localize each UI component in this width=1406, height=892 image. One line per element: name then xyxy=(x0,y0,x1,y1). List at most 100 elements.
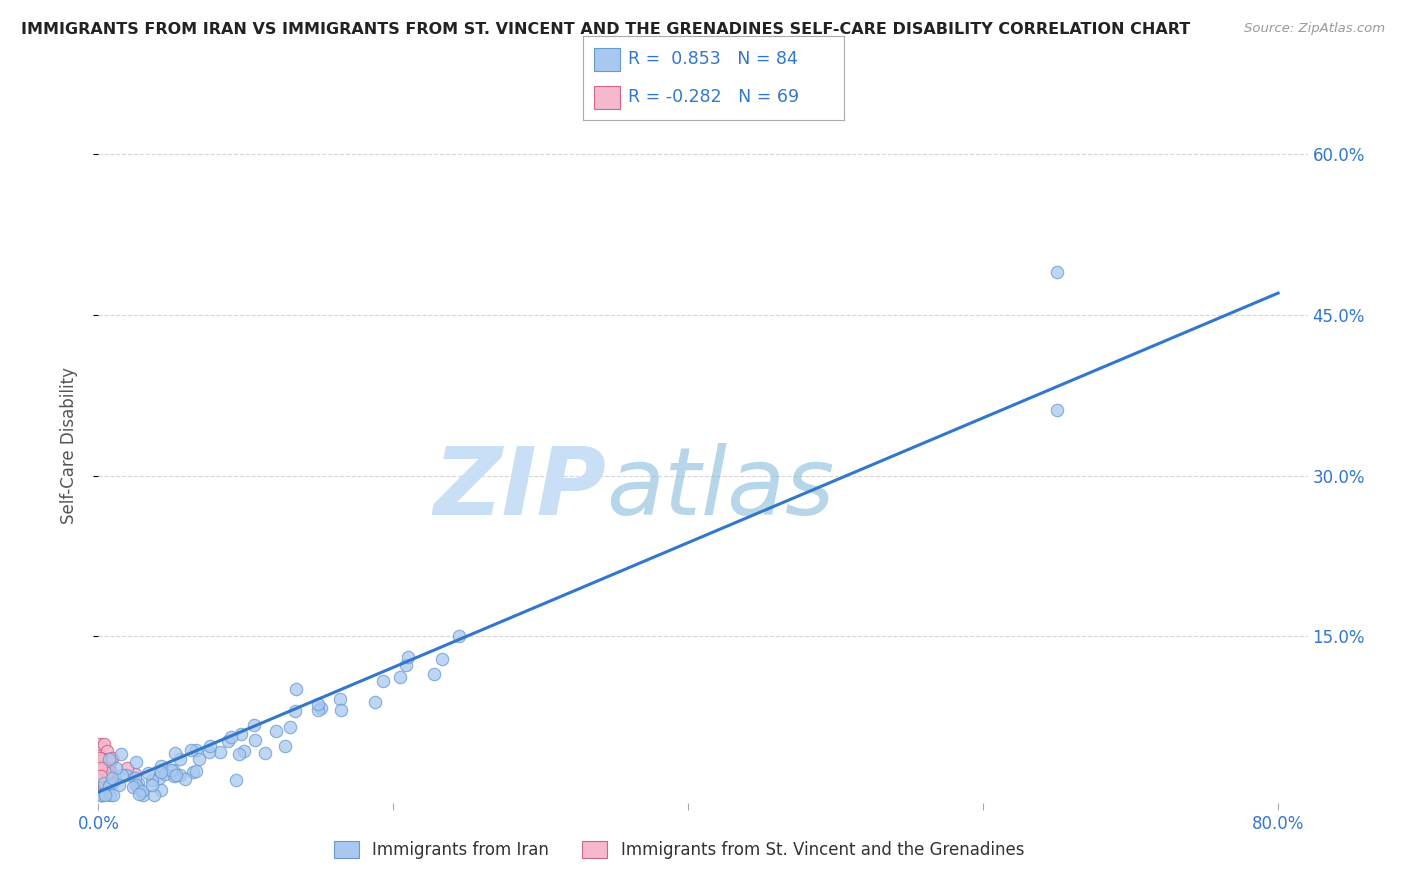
Point xyxy=(94,768,117,782)
Point xyxy=(101,751,124,765)
Point xyxy=(89,763,111,777)
Point xyxy=(91,772,114,786)
Point xyxy=(90,776,112,790)
Point xyxy=(89,767,111,781)
Point xyxy=(98,752,121,766)
Point xyxy=(121,780,143,794)
Point xyxy=(89,769,111,783)
Point xyxy=(111,768,134,782)
Point xyxy=(91,760,114,774)
Point xyxy=(89,762,111,776)
Point xyxy=(91,753,114,767)
Point xyxy=(90,789,112,803)
Point xyxy=(141,773,163,788)
Point xyxy=(100,789,122,803)
Point xyxy=(115,761,138,775)
Point xyxy=(89,767,111,781)
Point xyxy=(91,768,114,782)
Point xyxy=(1046,402,1069,417)
Point xyxy=(110,747,132,761)
Point xyxy=(89,756,111,771)
Point xyxy=(162,763,184,777)
Point xyxy=(98,777,121,791)
Point xyxy=(89,748,111,763)
Point xyxy=(96,744,118,758)
Point xyxy=(1046,265,1069,279)
Legend: Immigrants from Iran, Immigrants from St. Vincent and the Grenadines: Immigrants from Iran, Immigrants from St… xyxy=(328,834,1031,866)
Point xyxy=(96,785,118,799)
Point xyxy=(90,789,112,803)
Point xyxy=(90,779,112,793)
Point xyxy=(89,763,111,777)
Point xyxy=(198,739,221,754)
Point xyxy=(124,767,146,781)
Point xyxy=(91,765,114,780)
Point xyxy=(94,789,117,803)
Point xyxy=(148,771,170,785)
Point xyxy=(142,789,165,803)
Point xyxy=(97,752,120,766)
Point xyxy=(98,780,121,794)
Point xyxy=(225,773,247,788)
Text: atlas: atlas xyxy=(606,443,835,534)
Point xyxy=(186,743,208,757)
Point xyxy=(242,718,264,732)
Point xyxy=(89,737,111,751)
Point xyxy=(94,777,117,791)
Point xyxy=(115,768,138,782)
Point xyxy=(90,789,112,803)
Point xyxy=(131,784,153,798)
Point xyxy=(90,776,112,790)
Point xyxy=(183,764,205,779)
FancyBboxPatch shape xyxy=(593,47,620,71)
Point xyxy=(278,721,301,735)
Point xyxy=(132,789,155,803)
Point xyxy=(284,681,307,696)
Point xyxy=(231,727,253,741)
Point xyxy=(169,752,191,766)
Point xyxy=(91,767,114,781)
Text: R =  0.853   N = 84: R = 0.853 N = 84 xyxy=(627,50,797,68)
Point xyxy=(90,789,112,803)
Point xyxy=(93,780,115,794)
Point xyxy=(97,772,120,786)
Point xyxy=(93,775,115,789)
Point xyxy=(449,629,471,643)
Point xyxy=(89,775,111,789)
Point xyxy=(169,767,191,781)
Point xyxy=(94,781,117,796)
Point xyxy=(97,763,120,777)
Point xyxy=(96,766,118,780)
Text: R = -0.282   N = 69: R = -0.282 N = 69 xyxy=(627,87,799,105)
Point xyxy=(221,731,243,745)
Point xyxy=(101,789,124,803)
Point xyxy=(98,771,121,785)
Point xyxy=(96,778,118,792)
Point xyxy=(153,767,176,781)
Point xyxy=(98,763,121,777)
Point xyxy=(91,768,114,782)
Point xyxy=(108,778,131,792)
Point xyxy=(93,777,115,791)
Point xyxy=(101,771,124,785)
Point xyxy=(198,745,221,759)
Point xyxy=(89,750,111,764)
Point xyxy=(127,780,149,795)
Point xyxy=(233,744,256,758)
Point xyxy=(94,784,117,798)
Point xyxy=(105,762,128,776)
Point xyxy=(274,739,297,753)
Point xyxy=(128,788,150,802)
Text: Source: ZipAtlas.com: Source: ZipAtlas.com xyxy=(1244,22,1385,36)
Point xyxy=(254,747,277,761)
Point xyxy=(163,769,186,783)
Y-axis label: Self-Care Disability: Self-Care Disability xyxy=(59,368,77,524)
Text: ZIP: ZIP xyxy=(433,442,606,535)
Point xyxy=(371,673,394,688)
Point xyxy=(307,697,329,711)
Point xyxy=(93,777,115,791)
Point xyxy=(173,772,195,786)
Point xyxy=(90,755,112,769)
Point xyxy=(89,757,111,772)
Point xyxy=(309,700,332,714)
